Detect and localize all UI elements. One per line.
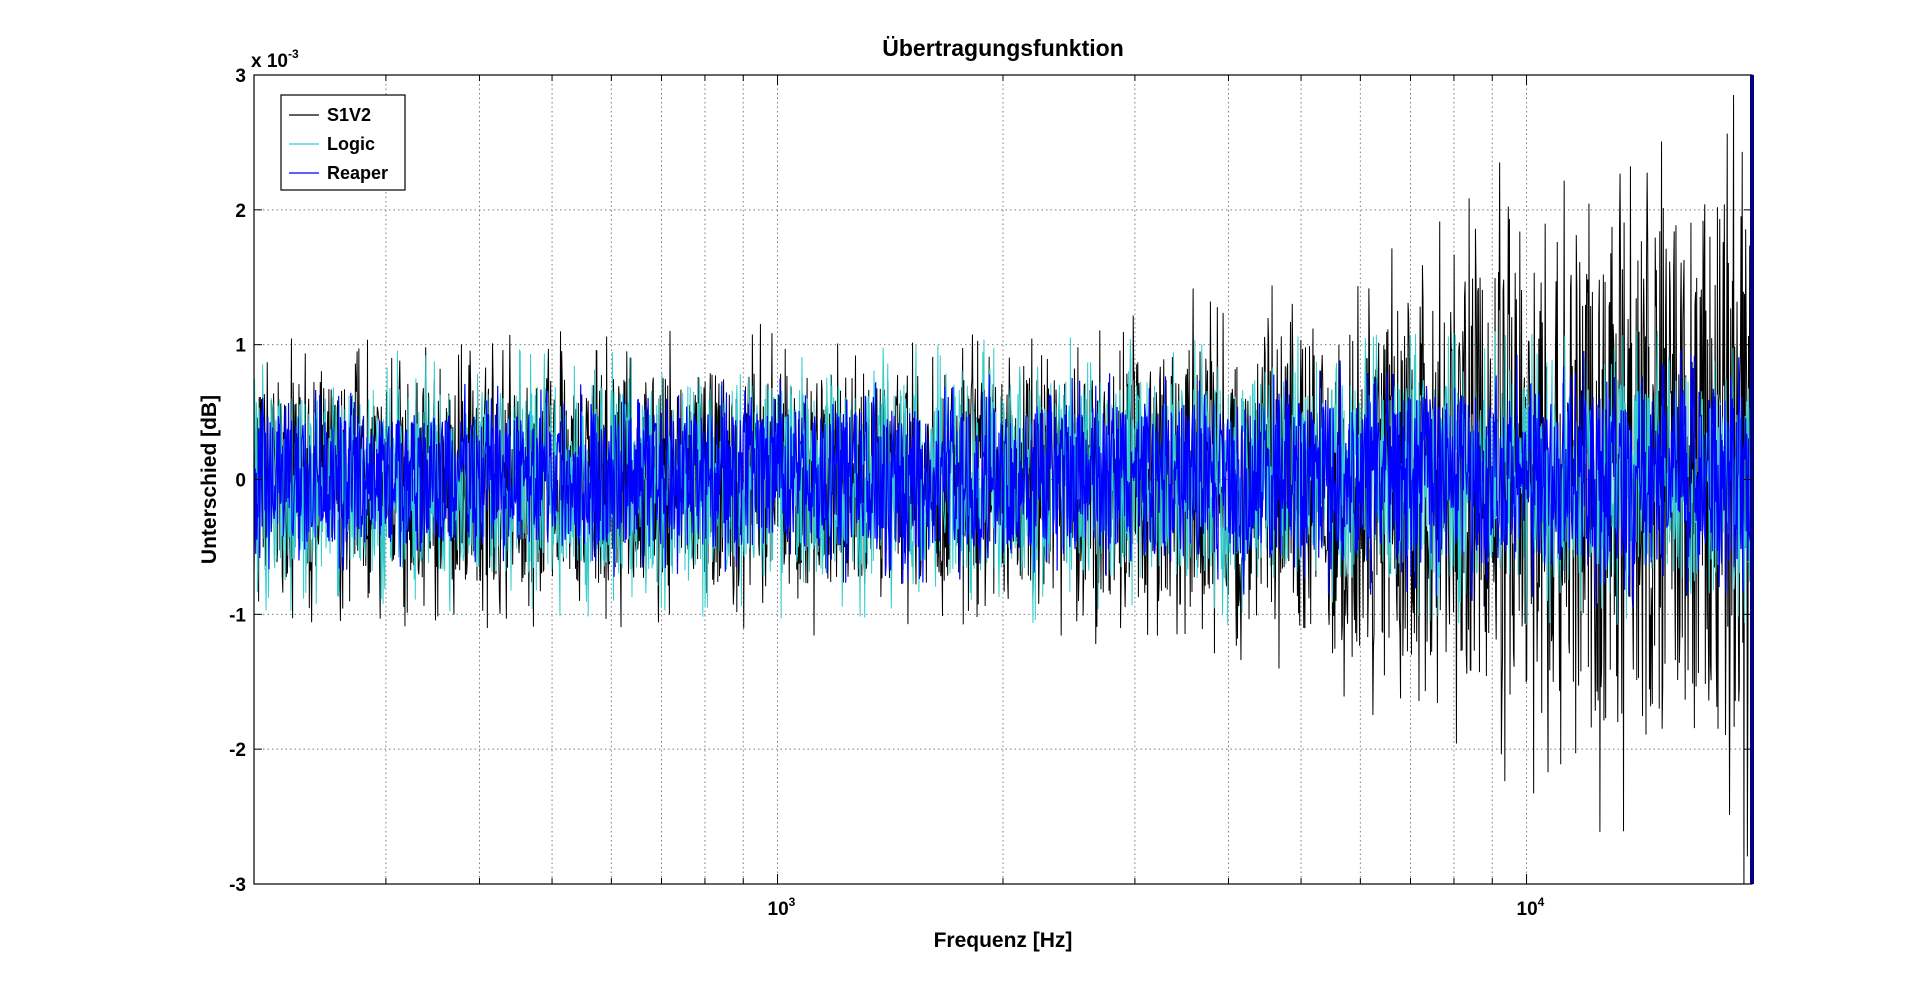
x-tick-label: 104 [1517,895,1545,920]
legend-box [280,94,406,191]
y-tick-label: 2 [235,201,246,222]
y-axis-label: Unterschied [dB] [198,395,221,564]
y-tick-label: 3 [235,66,246,87]
y-tick-label: 1 [235,336,246,357]
x-tick-label-base: 10 [768,899,789,920]
y-axis-multiplier-base: x 10 [251,51,288,72]
legend: S1V2 Logic Reaper [280,94,406,191]
series-reaper-line [254,350,1752,608]
x-tick-label-exponent: 3 [789,895,796,909]
series-layer [254,94,1752,884]
x-tick-label-exponent: 4 [1538,895,1545,909]
y-tick-label: -1 [229,605,246,626]
y-tick-label: -3 [229,875,246,896]
y-axis-multiplier-exponent: -3 [288,47,299,61]
legend-label-s1v2: S1V2 [327,105,371,125]
y-tick-label: 0 [235,471,246,492]
x-tick-label-base: 10 [1517,899,1538,920]
legend-label-logic: Logic [327,134,375,154]
legend-label-reaper: Reaper [327,163,388,183]
y-axis-multiplier: x 10-3 [251,47,299,72]
x-axis-label: Frequenz [Hz] [934,929,1073,952]
chart-title: Übertragungsfunktion [882,35,1124,61]
y-tick-label: -2 [229,740,246,761]
x-tick-label: 103 [768,895,796,920]
